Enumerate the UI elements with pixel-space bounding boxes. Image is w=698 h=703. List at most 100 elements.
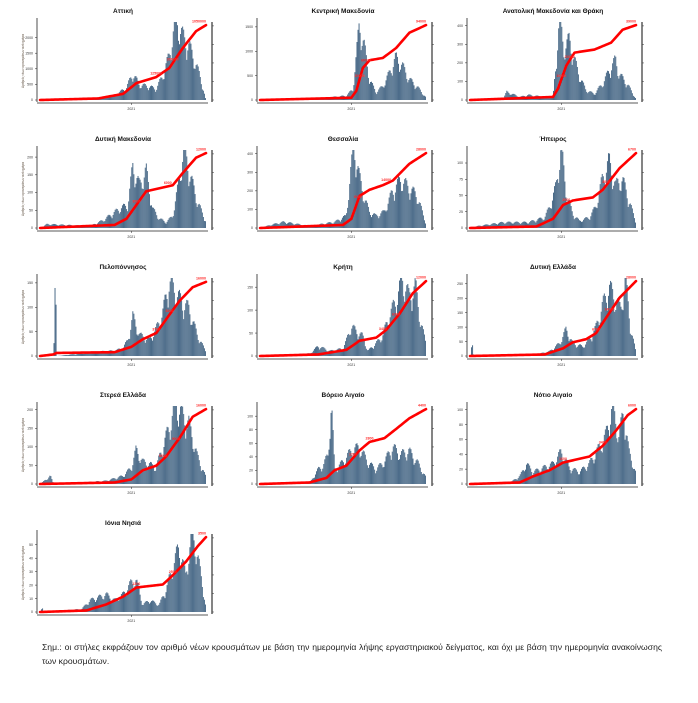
bar [399, 71, 401, 100]
chart-svg: 0 20 40 60 80 100 2021 1600 3400 6000 [457, 402, 644, 495]
bar [599, 446, 601, 484]
bar [565, 459, 567, 484]
bar [378, 339, 380, 356]
bar [406, 285, 408, 356]
bar [586, 217, 588, 228]
bar [127, 469, 129, 484]
bar [155, 91, 157, 100]
bar [82, 353, 84, 356]
chart-title: Ανατολική Μακεδονία και Θράκη [502, 8, 604, 15]
bar [504, 223, 506, 228]
bar [339, 461, 341, 484]
y-axis-label: Αριθμός νέων κρουσμάτων ανά ημέρα [21, 290, 25, 344]
bar [555, 466, 557, 484]
bar [154, 209, 156, 228]
bar [175, 306, 177, 356]
bar [388, 452, 390, 484]
bar [127, 83, 129, 100]
bar [55, 304, 57, 356]
bar [626, 285, 628, 356]
bar [406, 180, 408, 228]
bar [517, 222, 519, 228]
x-tick-label: 2021 [347, 235, 355, 239]
bar [547, 97, 549, 100]
bar [183, 150, 185, 228]
bar [115, 94, 117, 100]
bar [613, 185, 615, 228]
y-tick-label: 0 [31, 226, 33, 230]
bar [158, 81, 160, 100]
bar [118, 476, 120, 484]
bar [392, 67, 394, 100]
bar [154, 470, 156, 484]
cumulative-annotation: 60000 [361, 59, 371, 63]
bar [112, 351, 114, 356]
bar [529, 222, 531, 228]
bar [196, 64, 198, 100]
bar [596, 90, 598, 100]
bar [134, 319, 136, 356]
bar [94, 351, 96, 356]
bar [121, 205, 123, 228]
chart-panel: Δυτική Ελλάδα 0 50 100 150 200 250 2021 6700 1400… [448, 264, 658, 382]
bar [380, 213, 382, 228]
bar [614, 311, 616, 356]
bar [204, 474, 206, 484]
bar [136, 334, 138, 356]
bar [167, 307, 169, 356]
bar [195, 448, 197, 484]
y-axis-label: Αριθμός νέων κρουσμάτων ανά ημέρα [21, 418, 25, 472]
bar [156, 605, 158, 612]
bar [563, 57, 565, 100]
x-tick-label: 2021 [347, 491, 355, 495]
bar [323, 347, 325, 356]
bar [584, 347, 586, 356]
bar [395, 52, 397, 100]
bar [411, 453, 413, 484]
bar [142, 336, 144, 356]
bar [200, 576, 202, 612]
bar [384, 210, 386, 228]
bar [560, 150, 562, 228]
bar [484, 224, 486, 228]
bar [364, 45, 366, 100]
bar [194, 323, 196, 356]
cumulative-cases-line [258, 23, 428, 102]
bar [408, 287, 410, 356]
cumulative-annotation: 6700 [628, 148, 636, 152]
bar [43, 481, 45, 484]
bar [135, 445, 137, 484]
bar [633, 468, 635, 484]
cumulative-annotation: 300000 [167, 57, 179, 61]
bar [114, 351, 116, 356]
bar [592, 336, 594, 356]
bar [111, 95, 113, 100]
bar [97, 352, 99, 356]
bar [417, 203, 419, 228]
bar [413, 85, 415, 100]
bar [134, 76, 136, 100]
bar [359, 457, 361, 484]
bar [106, 352, 108, 356]
bar [412, 186, 414, 228]
bar [595, 207, 597, 228]
y-tick-label: 50 [249, 331, 253, 335]
bar [202, 345, 204, 356]
bar [194, 448, 196, 484]
bar [352, 459, 354, 484]
bar [101, 220, 103, 228]
bar [132, 583, 134, 612]
bar [566, 39, 568, 100]
bar [508, 221, 510, 228]
bar [590, 339, 592, 356]
bar [369, 347, 371, 356]
bar [572, 468, 574, 484]
cumulative-annotation: 39000 [626, 20, 636, 24]
bar [164, 222, 166, 228]
bar [389, 317, 391, 356]
bar [99, 594, 101, 612]
bar [155, 327, 157, 356]
bar [364, 200, 366, 228]
y-tick-label: 0 [461, 482, 463, 486]
bar [182, 161, 184, 228]
